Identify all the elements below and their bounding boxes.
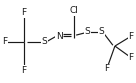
Text: N: N — [56, 32, 63, 41]
Text: F: F — [21, 8, 26, 17]
Text: F: F — [2, 37, 7, 46]
Text: Cl: Cl — [70, 6, 79, 15]
Text: S: S — [98, 27, 104, 36]
Text: S: S — [85, 27, 91, 36]
Text: F: F — [128, 53, 133, 62]
Text: S: S — [41, 37, 47, 46]
Text: F: F — [104, 64, 109, 73]
Text: F: F — [21, 66, 26, 75]
Text: F: F — [128, 32, 133, 41]
